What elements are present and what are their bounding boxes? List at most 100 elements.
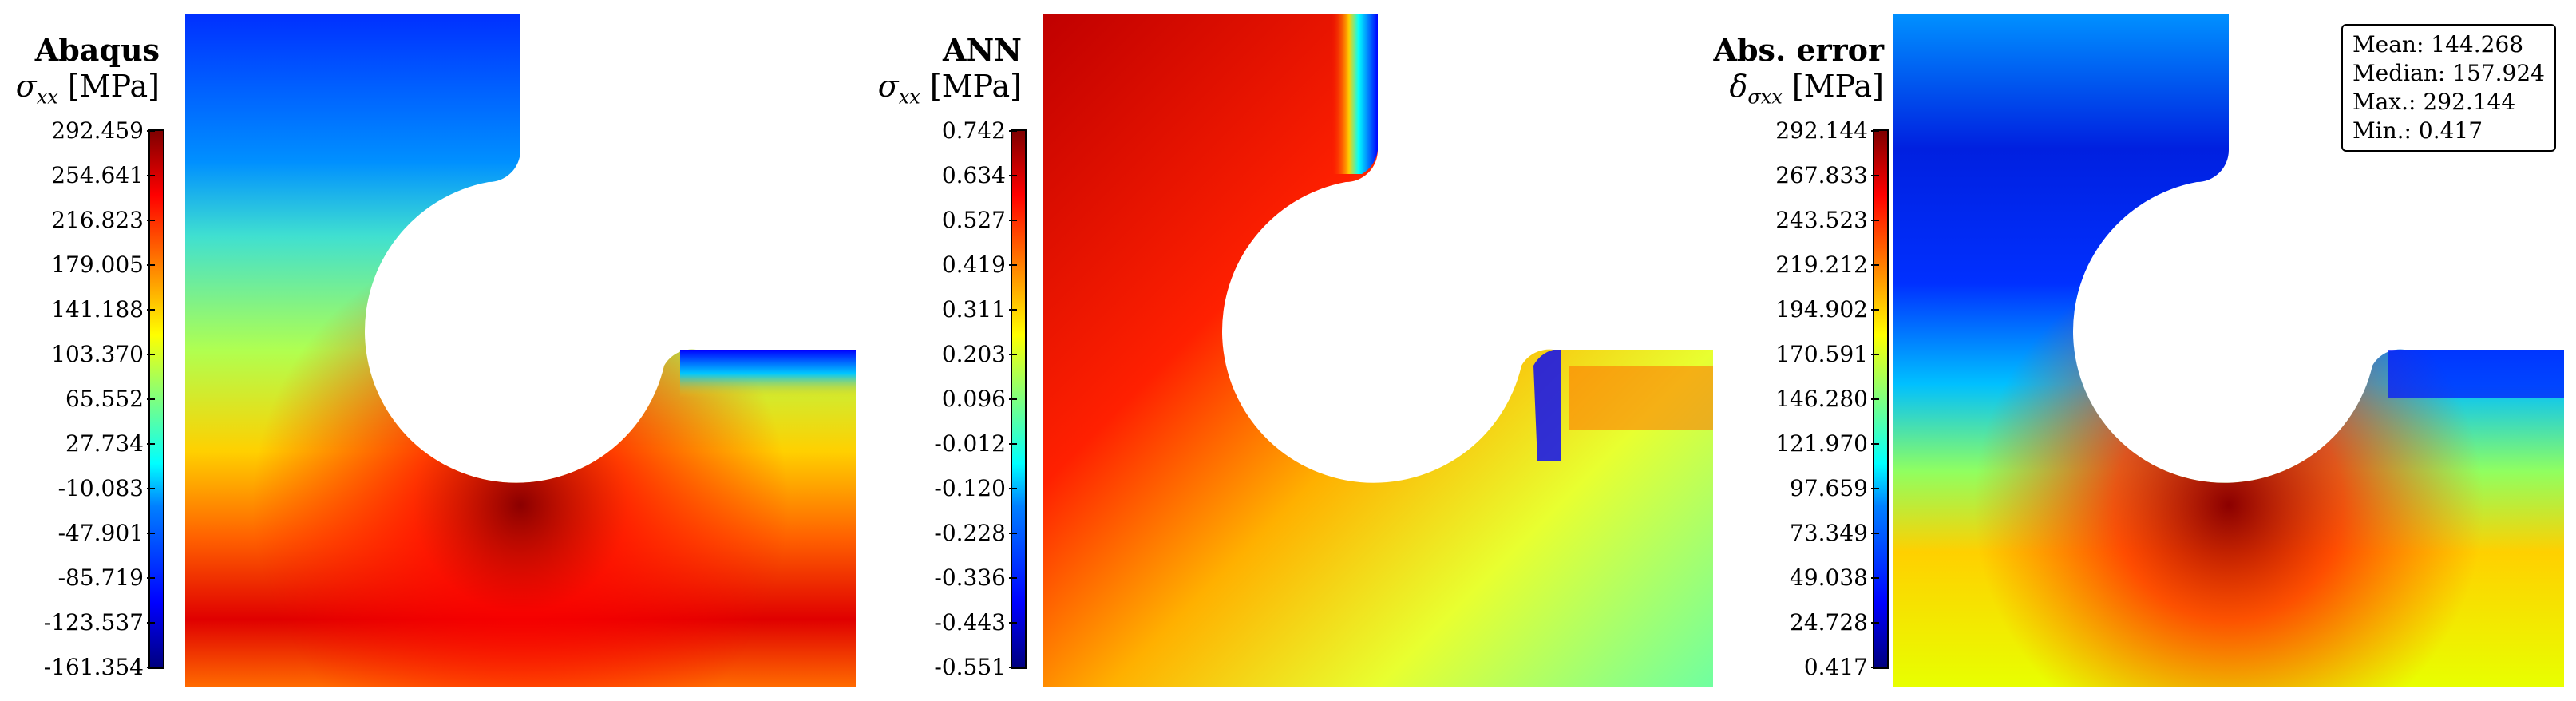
stat-min: Min.: 0.417 [2352,117,2483,144]
colorbar-tick-label: 0.417 [1803,654,1868,680]
colorbar-tick-label: 97.659 [1790,475,1868,501]
colorbar-tick-label: 103.370 [51,341,144,367]
quantity-unit: [MPa] [929,69,1022,104]
colorbar-tick-mark [1871,354,1879,355]
colorbar-tick-label: 267.833 [1775,162,1868,188]
colorbar-tick-label: -85.719 [57,564,144,591]
colorbar-tick-mark [1009,398,1017,400]
colorbar-tick-label: 0.634 [941,162,1006,188]
stat-max: Max.: 292.144 [2352,89,2516,115]
colorbar-tick-label: 146.280 [1775,386,1868,412]
colorbar-tick-mark [1009,667,1017,668]
colorbar-tick-mark [1009,533,1017,534]
colorbar-tick-mark [1871,309,1879,311]
colorbar-tick-mark [147,264,155,266]
colorbar-tick-label: 292.459 [51,117,144,144]
stat-median: Median: 157.924 [2352,60,2545,86]
colorbar-tick-label: 0.419 [941,251,1006,278]
colorbar-title: Abs. error [1713,32,1885,68]
colorbar-tick-label: 219.212 [1775,251,1868,278]
colorbar-title: Abaqus [34,32,160,68]
colorbar-tick-mark [147,354,155,355]
colorbar-tick-mark [1871,443,1879,445]
colorbar-tick-label: -161.354 [43,654,144,680]
colorbar-tick-label: 141.188 [51,296,144,323]
colorbar-tick-mark [1009,175,1017,176]
colorbar-tick-label: -47.901 [57,520,144,546]
quantity-subscript: xx [898,85,920,109]
quantity-symbol: δ [1729,69,1748,104]
colorbar-tick-mark [147,667,155,668]
quantity-unit: [MPa] [67,69,160,104]
quantity-symbol: σ [877,69,899,104]
colorbar-tick-mark [1871,264,1879,266]
colorbar-tick-mark [1871,577,1879,579]
colorbar-tick-mark [1009,577,1017,579]
error-statistics-box: Mean: 144.268 Median: 157.924 Max.: 292.… [2341,24,2556,152]
colorbar-tick-mark [147,220,155,221]
colorbar-tick-mark [1871,667,1879,668]
colorbar-tick-label: 0.096 [941,386,1006,412]
colorbar-tick-mark [1009,443,1017,445]
colorbar-tick-label: 0.742 [941,117,1006,144]
colorbar-tick-label: -0.120 [934,475,1006,501]
colorbar-quantity: σxx [MPa] [878,69,1022,109]
quantity-subscript: xx [36,85,58,109]
colorbar-tick-mark [147,130,155,132]
colorbar-tick-mark [147,309,155,311]
stress-field-ann [1043,14,1713,687]
colorbar-tick-mark [1009,622,1017,624]
colorbar-tick-mark [147,533,155,534]
colorbar-tick-mark [1009,309,1017,311]
quantity-unit: [MPa] [1791,69,1884,104]
colorbar-tick-label: 243.523 [1775,207,1868,233]
colorbar-tick-label: 216.823 [51,207,144,233]
colorbar-tick-mark [1871,622,1879,624]
colorbar-tick-label: -0.336 [934,564,1006,591]
stress-field-abaqus [185,14,856,687]
colorbar-tick-label: 170.591 [1775,341,1868,367]
colorbar-tick-label: -0.443 [934,609,1006,636]
colorbar-tick-label: -0.551 [934,654,1006,680]
stat-mean: Mean: 144.268 [2352,31,2524,57]
colorbar-tick-label: 194.902 [1775,296,1868,323]
colorbar-tick-mark [1009,220,1017,221]
colorbar-tick-mark [147,443,155,445]
colorbar-tick-label: 49.038 [1790,564,1868,591]
colorbar-tick-label: 292.144 [1775,117,1868,144]
colorbar-tick-mark [1009,130,1017,132]
colorbar-tick-label: 0.527 [941,207,1006,233]
colorbar-quantity: σxx [MPa] [16,69,160,109]
colorbar-tick-label: 73.349 [1790,520,1868,546]
colorbar-tick-label: 179.005 [51,251,144,278]
colorbar-tick-mark [1871,533,1879,534]
colorbar-tick-label: -123.537 [43,609,144,636]
colorbar-tick-label: 27.734 [65,430,144,457]
colorbar-tick-mark [147,488,155,489]
colorbar-tick-label: -0.228 [934,520,1006,546]
quantity-subscript: σxx [1747,85,1783,109]
colorbar-tick-mark [1009,354,1017,355]
colorbar-tick-mark [1871,398,1879,400]
colorbar-tick-mark [1871,488,1879,489]
colorbar-tick-mark [1009,264,1017,266]
colorbar-tick-label: 24.728 [1790,609,1868,636]
colorbar-tick-mark [1871,220,1879,221]
colorbar-tick-label: 0.311 [941,296,1006,323]
colorbar-tick-mark [1871,175,1879,176]
colorbar-tick-label: 254.641 [51,162,144,188]
colorbar-tick-mark [147,622,155,624]
colorbar-quantity: δσxx [MPa] [1729,69,1884,109]
colorbar-tick-mark [147,175,155,176]
colorbar-tick-label: 0.203 [941,341,1006,367]
colorbar-tick-label: 65.552 [65,386,144,412]
quantity-symbol: σ [15,69,37,104]
colorbar-tick-label: -10.083 [57,475,144,501]
colorbar-tick-mark [147,398,155,400]
colorbar-tick-mark [1871,130,1879,132]
colorbar-tick-label: 121.970 [1775,430,1868,457]
error-field [1893,14,2564,687]
